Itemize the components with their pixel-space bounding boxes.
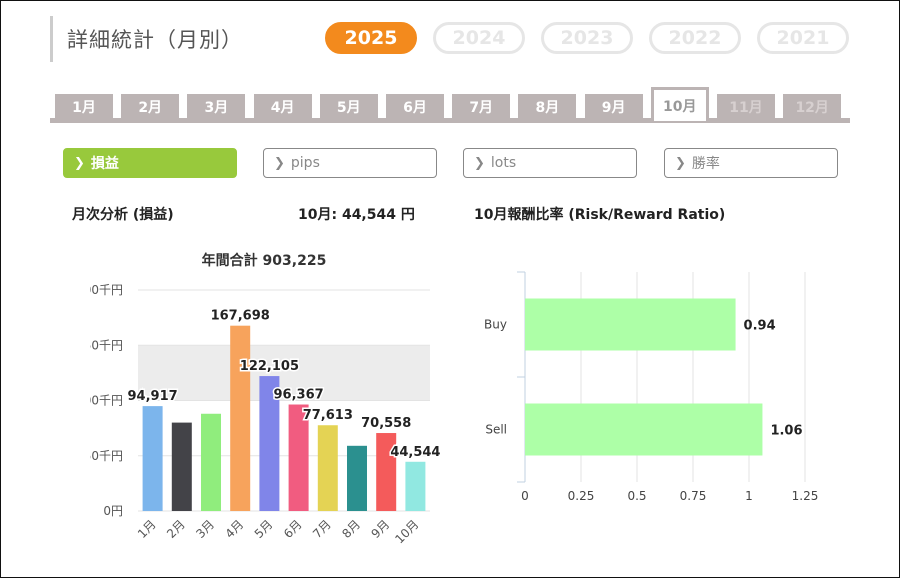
x-tick-label: 0: [521, 489, 529, 503]
data-label: 1.06: [770, 424, 802, 439]
chart-title: 年間合計 903,225: [202, 252, 327, 269]
x-tick-label: 1: [745, 489, 753, 503]
data-label: 70,558: [361, 416, 411, 431]
y-tick-label: 150千円: [90, 338, 123, 352]
bar-7月: [317, 425, 338, 511]
x-tick-label: 0.75: [680, 489, 707, 503]
metric-button-4[interactable]: ❯ 勝率: [664, 148, 838, 178]
year-button-2021[interactable]: 2021: [757, 22, 849, 54]
x-tick-label: 1月: [135, 517, 159, 541]
tab-month-1[interactable]: 1月: [55, 94, 113, 119]
monthly-pl-chart: 0円 50千円 100千円 150千円 200千円 年間合計 903,225 94,917 1…: [90, 252, 440, 546]
bar-Sell: [525, 403, 763, 456]
x-tick-label: 0.5: [627, 489, 646, 503]
bar-5月: [259, 376, 280, 511]
data-label: 94,917: [128, 389, 178, 404]
x-tick-label: 5月: [252, 517, 276, 541]
bar-4月: [230, 325, 251, 511]
data-label: 77,613: [303, 408, 353, 423]
month-summary-value: 10月: 44,544 円: [298, 207, 415, 223]
monthly-analysis-title: 月次分析 (損益): [72, 207, 174, 223]
rr-ratio-title: 10月報酬比率 (Risk/Reward Ratio): [474, 207, 726, 223]
bar-9月: [376, 433, 397, 511]
y-tick-label: 0円: [103, 504, 123, 518]
y-tick-label: 100千円: [90, 394, 123, 408]
metric-label: pips: [290, 155, 320, 171]
year-button-2025[interactable]: 2025: [325, 22, 417, 54]
bar-6月: [288, 404, 309, 511]
metric-button-2[interactable]: ❯ pips: [263, 148, 437, 178]
tab-month-11[interactable]: 11月: [717, 94, 775, 119]
data-label: 0.94: [744, 319, 776, 334]
data-label: 96,367: [274, 388, 324, 403]
year-button-2024[interactable]: 2024: [433, 22, 525, 54]
x-tick-label: 3月: [193, 517, 217, 541]
y-tick-label: Buy: [484, 318, 507, 332]
x-tick-label: 2月: [164, 517, 188, 541]
chevron-right-icon: ❯: [74, 155, 85, 171]
data-label: 122,105: [240, 359, 299, 374]
metric-label: 損益: [90, 156, 119, 172]
year-button-2023[interactable]: 2023: [541, 22, 633, 54]
tab-month-6[interactable]: 6月: [386, 94, 444, 119]
x-tick-label: 7月: [310, 517, 334, 541]
y-tick-label: Sell: [485, 423, 507, 437]
x-tick-label: 6月: [281, 517, 305, 541]
x-tick-label: 10月: [392, 517, 421, 546]
x-tick-label: 8月: [339, 517, 363, 541]
tab-month-5[interactable]: 5月: [319, 94, 378, 119]
tab-month-4[interactable]: 4月: [253, 94, 312, 119]
plot-band: [138, 345, 430, 401]
data-label: 167,698: [211, 309, 270, 324]
bar-8月: [347, 445, 367, 511]
tab-month-7[interactable]: 7月: [452, 94, 511, 119]
tab-month-8[interactable]: 8月: [518, 94, 577, 119]
bar-10月: [405, 461, 426, 511]
tab-month-3[interactable]: 3月: [187, 94, 246, 119]
chevron-right-icon: ❯: [675, 155, 686, 171]
metric-button-1[interactable]: ❯ 損益: [63, 148, 237, 178]
month-tabs-baseline: [50, 118, 850, 123]
metric-label: 勝率: [691, 156, 720, 172]
x-tick-label: 4月: [223, 517, 247, 541]
bar-3月: [201, 413, 221, 511]
bar-Buy: [525, 298, 736, 351]
page-title: 詳細統計（月別）: [67, 28, 243, 52]
chevron-right-icon: ❯: [274, 155, 285, 171]
rr-ratio-chart: 0 0.25 0.5 0.75 1 1.25 Buy 0.94 Sell 1.06: [484, 271, 819, 503]
title-bar: 詳細統計（月別）: [50, 16, 242, 62]
year-button-2022[interactable]: 2022: [649, 22, 741, 54]
tab-month-2[interactable]: 2月: [121, 94, 180, 119]
data-label: 44,544: [390, 445, 440, 460]
metric-label: lots: [490, 155, 517, 171]
x-tick-label: 1.25: [792, 489, 819, 503]
tab-month-12[interactable]: 12月: [783, 94, 842, 119]
chevron-right-icon: ❯: [474, 155, 485, 171]
metric-button-3[interactable]: ❯ lots: [463, 148, 637, 178]
x-tick-label: 9月: [369, 517, 393, 541]
tab-month-10[interactable]: 10月: [650, 87, 709, 121]
bar-2月: [171, 422, 192, 511]
y-tick-label: 200千円: [90, 283, 123, 297]
y-tick-label: 50千円: [90, 449, 123, 463]
x-tick-label: 0.25: [568, 489, 595, 503]
tab-month-9[interactable]: 9月: [584, 94, 643, 119]
bar-1月: [142, 406, 163, 511]
